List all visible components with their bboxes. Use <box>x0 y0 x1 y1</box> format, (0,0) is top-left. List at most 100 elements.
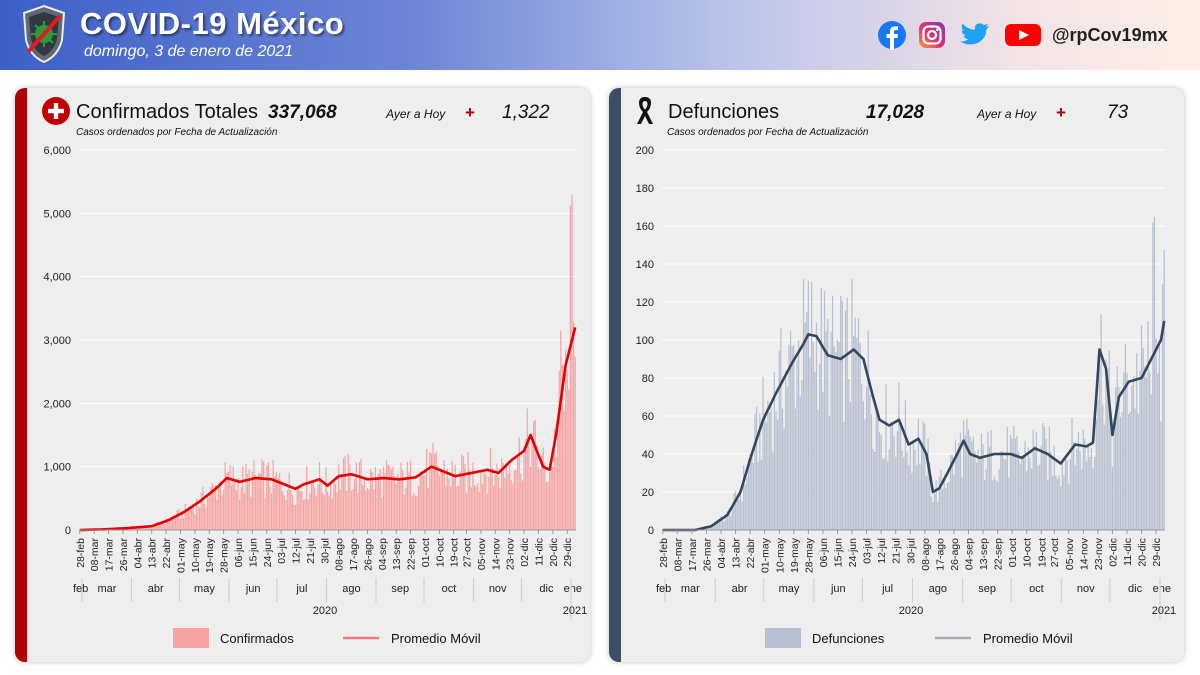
daily-bar <box>162 522 164 530</box>
daily-bar <box>1011 438 1013 530</box>
daily-bar <box>751 453 753 530</box>
daily-bar <box>786 387 788 530</box>
daily-bar <box>948 481 950 530</box>
daily-bar <box>964 435 966 530</box>
daily-bar <box>975 462 978 530</box>
daily-bar <box>381 497 383 530</box>
twitter-icon[interactable] <box>957 20 991 50</box>
week-label: 13-abr <box>731 538 743 569</box>
daily-bar <box>501 458 503 530</box>
delta-value: 73 <box>1107 102 1129 123</box>
daily-bar <box>213 486 215 530</box>
daily-bar <box>1051 475 1054 530</box>
social-handle[interactable]: @rpCov19mx <box>1052 25 1168 45</box>
daily-bar <box>780 328 782 530</box>
daily-bar <box>1131 385 1133 530</box>
daily-bar <box>712 524 714 530</box>
daily-bar <box>982 444 984 530</box>
week-label: 01-may <box>760 537 772 573</box>
daily-bar <box>406 461 409 530</box>
youtube-icon[interactable] <box>1004 20 1042 50</box>
daily-bar <box>411 495 413 530</box>
month-label: may <box>779 583 800 595</box>
instagram-icon[interactable] <box>917 20 947 50</box>
daily-bar <box>865 386 868 530</box>
week-label: 28-may <box>219 537 231 573</box>
daily-bar <box>365 490 367 530</box>
week-label: 05-nov <box>476 537 488 570</box>
month-label: ene <box>1153 583 1171 595</box>
daily-bar <box>862 401 864 530</box>
daily-bar <box>358 462 361 530</box>
daily-bar <box>1019 463 1021 530</box>
daily-bar <box>553 428 556 530</box>
daily-bar <box>1003 459 1005 530</box>
daily-bar <box>307 499 309 530</box>
week-label: 10-may <box>190 537 202 573</box>
daily-bar <box>950 454 952 530</box>
y-tick-label: 80 <box>642 373 654 385</box>
daily-bar <box>770 406 772 530</box>
daily-bar <box>488 476 490 530</box>
daily-bar <box>972 437 974 530</box>
daily-bar <box>285 499 287 530</box>
week-label: 11-dic <box>533 538 545 566</box>
week-label: 30-jul <box>319 538 331 564</box>
daily-bar <box>379 469 381 530</box>
month-label: feb <box>656 583 671 595</box>
daily-bar <box>405 487 407 530</box>
daily-bar <box>924 423 926 530</box>
daily-bar <box>159 523 161 530</box>
y-tick-label: 4,000 <box>43 272 71 284</box>
daily-bar <box>240 487 242 530</box>
daily-bar <box>167 522 169 530</box>
daily-bar <box>218 487 220 530</box>
daily-bar <box>491 467 493 530</box>
daily-bar <box>154 525 156 530</box>
daily-bar <box>1068 483 1070 530</box>
daily-bar <box>317 484 319 530</box>
daily-bar <box>806 312 808 530</box>
daily-bar <box>998 468 1000 530</box>
daily-bar <box>1106 370 1109 530</box>
daily-bar <box>230 485 233 530</box>
daily-bar <box>1102 404 1104 530</box>
daily-bar <box>429 451 431 530</box>
week-label: 17-ago <box>348 538 360 571</box>
daily-bar <box>1142 347 1144 530</box>
daily-bar <box>738 499 740 530</box>
daily-bar <box>223 490 225 530</box>
daily-bar <box>347 454 349 530</box>
daily-bar <box>314 487 316 530</box>
daily-bar <box>985 469 987 530</box>
daily-bar <box>510 480 512 530</box>
daily-bar <box>781 408 784 530</box>
daily-bar <box>783 428 785 530</box>
daily-bar <box>413 493 415 530</box>
daily-bar <box>537 467 540 530</box>
daily-bar <box>1121 412 1123 530</box>
daily-bar <box>890 421 892 530</box>
daily-bar <box>186 509 188 530</box>
daily-bar <box>270 493 273 530</box>
daily-bar <box>382 466 385 530</box>
week-label: 14-nov <box>490 537 502 570</box>
daily-bar <box>315 496 317 530</box>
daily-bar <box>445 485 447 530</box>
facebook-icon[interactable] <box>877 20 907 50</box>
week-label: 26-ago <box>949 538 961 571</box>
daily-bar <box>563 411 565 530</box>
week-label: 08-mar <box>672 538 684 572</box>
daily-bar <box>840 295 842 530</box>
week-label: 01-may <box>175 537 187 573</box>
daily-bar <box>483 472 485 530</box>
plus-sign: + <box>1056 103 1066 122</box>
daily-bar <box>296 486 298 530</box>
daily-bar <box>993 476 995 530</box>
daily-bar <box>895 456 897 530</box>
daily-bar <box>893 436 895 530</box>
daily-bar <box>541 454 543 530</box>
daily-bar <box>830 331 832 530</box>
daily-bar <box>304 499 306 530</box>
